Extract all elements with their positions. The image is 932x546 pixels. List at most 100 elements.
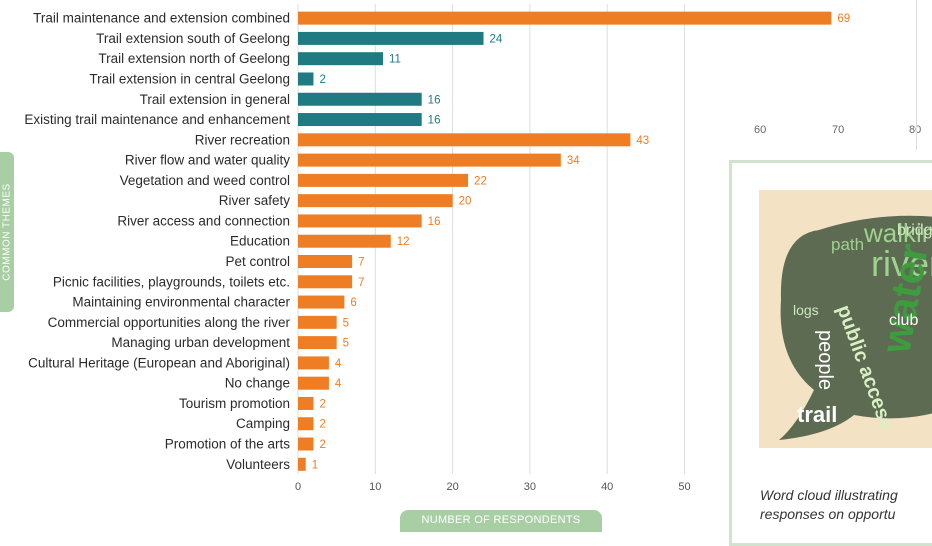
category-label: Existing trail maintenance and enhanceme… — [24, 112, 290, 127]
bars — [298, 11, 832, 471]
y-axis-title: COMMON THEMES — [1, 183, 13, 281]
background-gridline — [916, 0, 917, 150]
value-label: 1 — [312, 459, 318, 471]
word-cloud-word: bridge — [897, 222, 932, 239]
category-label: Trail maintenance and extension combined — [33, 11, 290, 26]
bar — [298, 92, 422, 106]
x-tick-label: 20 — [446, 481, 458, 493]
x-tick-label: 40 — [601, 481, 613, 493]
category-label: Commercial opportunities along the river — [48, 315, 291, 330]
category-label: Maintaining environmental character — [72, 295, 290, 310]
bar — [298, 275, 353, 289]
value-label: 4 — [335, 378, 342, 390]
category-label: Picnic facilities, playgrounds, toilets … — [53, 274, 290, 289]
value-label: 16 — [428, 94, 441, 106]
category-label: Volunteers — [226, 457, 290, 472]
category-label: Trail extension south of Geelong — [96, 31, 290, 46]
bar — [298, 173, 469, 187]
category-labels: Trail maintenance and extension combined… — [24, 11, 290, 472]
value-label: 7 — [358, 277, 364, 289]
value-label: 2 — [319, 74, 325, 86]
x-tick-label: 0 — [295, 481, 301, 493]
word-cloud-word: logs — [793, 302, 819, 318]
x-tick-labels: 0 10 20 30 40 50 — [295, 481, 691, 493]
category-label: Trail extension north of Geelong — [98, 51, 290, 66]
bar — [298, 11, 832, 25]
bar — [298, 194, 453, 208]
value-label: 7 — [358, 257, 364, 269]
word-cloud-word: path — [831, 235, 864, 254]
value-label: 22 — [474, 175, 487, 187]
category-label: River access and connection — [117, 213, 290, 228]
category-label: Cultural Heritage (European and Aborigin… — [28, 355, 290, 370]
bar — [298, 255, 353, 268]
bar — [298, 72, 314, 86]
grid-lines — [297, 4, 685, 474]
value-label: 4 — [335, 358, 342, 370]
bar — [298, 396, 314, 410]
bg-tick-label: 60 — [754, 124, 767, 136]
background-axis-ticks: 60 70 80 — [0, 124, 932, 144]
x-axis-title: NUMBER OF RESPONDENTS — [400, 510, 602, 532]
x-tick-label: 30 — [524, 481, 536, 493]
value-label: 5 — [343, 338, 349, 350]
value-label: 2 — [319, 398, 325, 410]
value-label: 2 — [319, 439, 325, 451]
bar — [298, 315, 337, 329]
word-cloud-panel: river water walking public access trail … — [729, 160, 932, 546]
category-label: Vegetation and weed control — [120, 173, 290, 188]
category-label: Managing urban development — [111, 335, 290, 350]
value-label: 43 — [636, 135, 649, 147]
category-label: Promotion of the arts — [165, 437, 291, 452]
bar — [298, 457, 306, 471]
word-cloud-graphic: river water walking public access trail … — [779, 215, 932, 440]
word-cloud-image: river water walking public access trail … — [759, 190, 932, 448]
bar — [298, 295, 345, 309]
value-label: 34 — [567, 155, 580, 167]
category-label: River flow and water quality — [125, 153, 290, 168]
value-label: 69 — [837, 13, 850, 25]
category-label: Education — [230, 234, 290, 249]
bar — [298, 52, 384, 66]
word-cloud-word: walking — [863, 218, 932, 248]
value-label: 16 — [428, 115, 441, 127]
value-label: 16 — [428, 216, 441, 228]
word-cloud-caption: Word cloud illustrating responses on opp… — [760, 486, 932, 524]
bar — [298, 336, 337, 350]
bar — [298, 437, 314, 451]
bar — [298, 214, 422, 228]
y-axis-title-pill: COMMON THEMES — [0, 152, 14, 312]
caption-line: responses on opportu — [760, 506, 896, 522]
x-tick-label: 10 — [369, 481, 381, 493]
category-label: Tourism promotion — [179, 396, 290, 411]
category-label: River recreation — [195, 132, 290, 147]
word-cloud-word: club — [889, 312, 918, 329]
word-cloud-word: people — [814, 330, 836, 390]
value-label: 12 — [397, 236, 410, 248]
category-label: River safety — [219, 193, 291, 208]
word-cloud-word: river — [871, 243, 932, 284]
bar — [298, 376, 329, 390]
bar — [298, 133, 631, 147]
bar — [298, 417, 314, 431]
bg-tick-label: 80 — [909, 124, 921, 136]
category-label: Trail extension in central Geelong — [89, 71, 290, 86]
bg-tick-label: 70 — [832, 124, 845, 136]
value-label: 24 — [490, 33, 503, 45]
category-label: Camping — [236, 416, 290, 431]
value-label: 20 — [459, 196, 472, 208]
bar-chart: Trail maintenance and extension combined… — [24, 4, 850, 493]
category-label: Trail extension in general — [140, 92, 290, 107]
value-label: 5 — [343, 317, 349, 329]
bar — [298, 113, 422, 127]
x-tick-label: 50 — [678, 481, 690, 493]
bar — [298, 153, 561, 167]
bar — [298, 31, 484, 45]
value-label: 11 — [389, 54, 401, 66]
bar — [298, 234, 391, 248]
caption-line: Word cloud illustrating — [760, 487, 898, 503]
word-cloud-word: trail — [797, 402, 837, 427]
value-label: 6 — [350, 297, 356, 309]
value-label: 2 — [319, 419, 325, 431]
